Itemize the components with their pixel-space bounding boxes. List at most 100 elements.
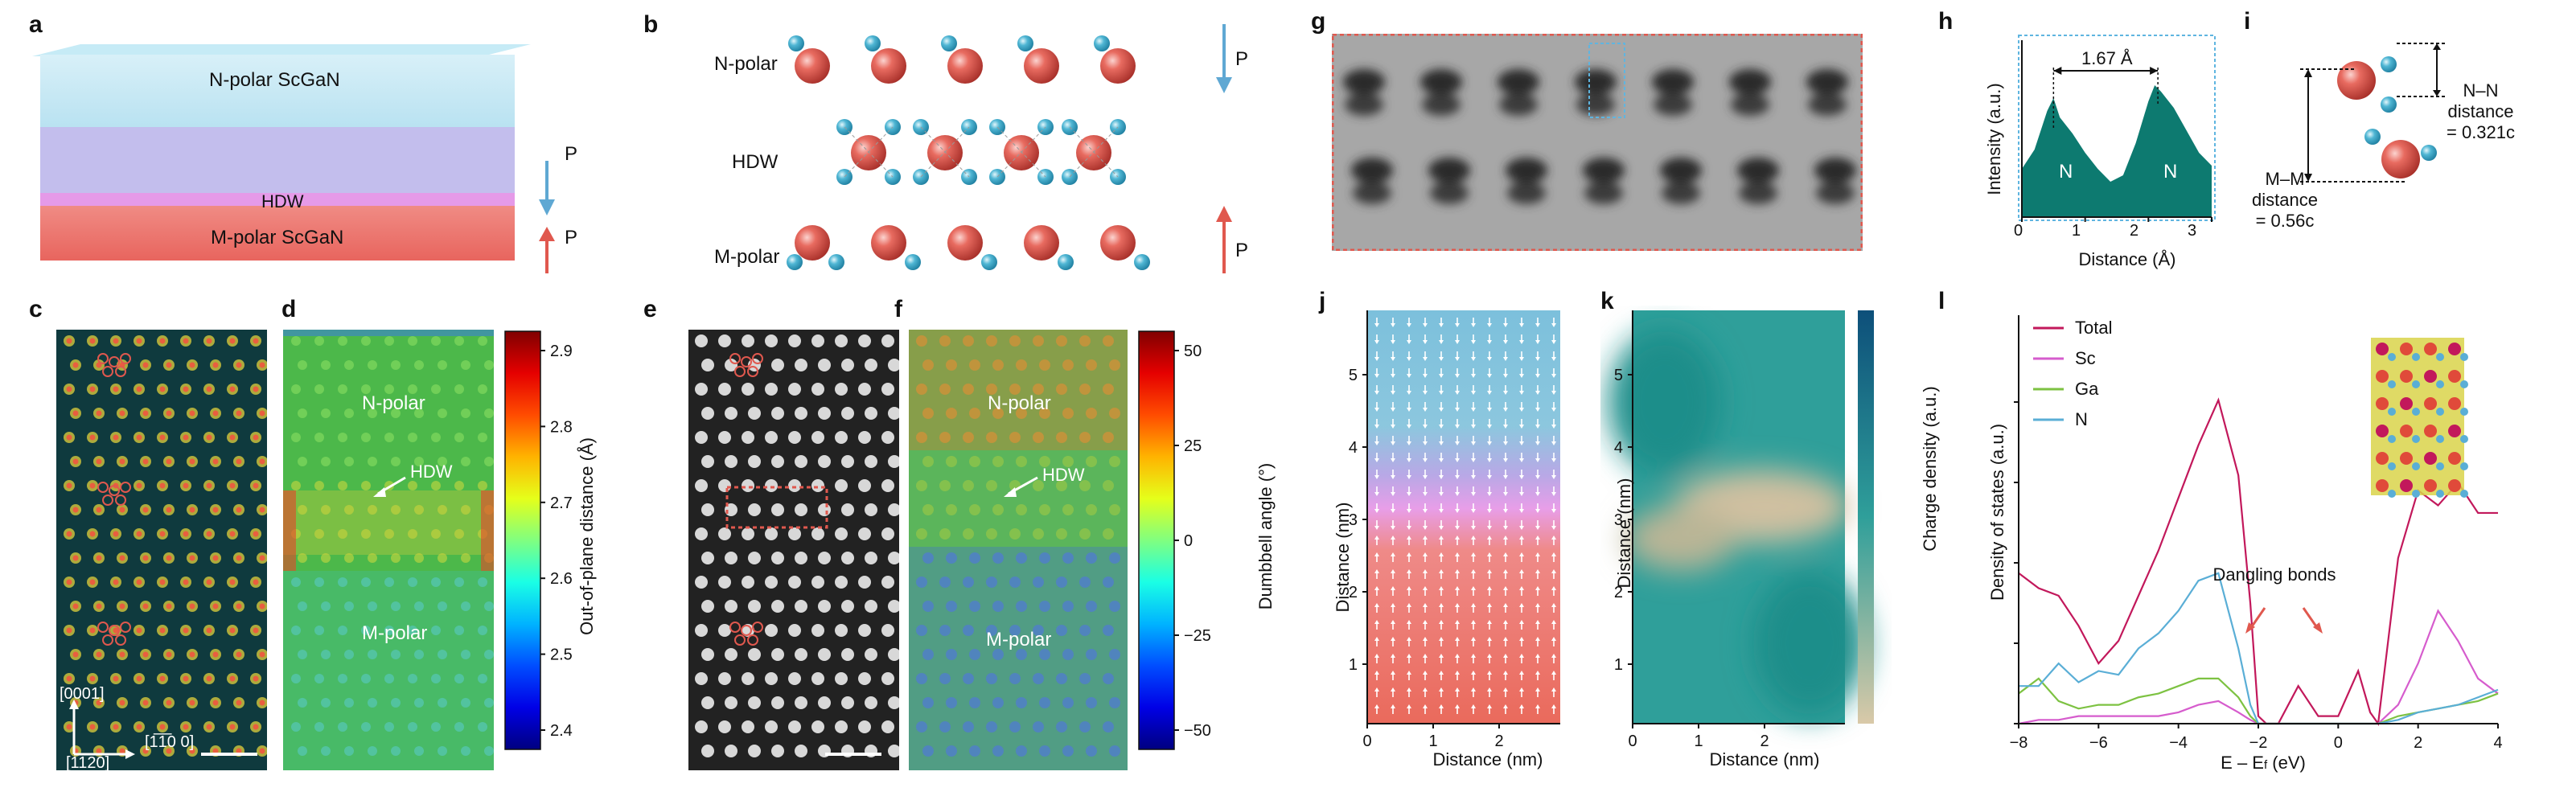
- atom-column: [986, 480, 997, 491]
- arrowhead: [1503, 569, 1508, 573]
- arrowhead: [1503, 552, 1508, 556]
- arrowhead: [1471, 654, 1476, 658]
- arrowhead: [1471, 492, 1476, 496]
- j-xtick-label: 2: [1494, 732, 1503, 750]
- atom-core: [66, 482, 72, 489]
- j-ylabel: Distance (nm): [1333, 502, 1353, 613]
- atom-column: [986, 384, 997, 395]
- atom-column: [1033, 577, 1044, 588]
- arrowhead: [1535, 671, 1540, 675]
- n-atom-icon: [905, 254, 921, 270]
- atom-column: [765, 479, 778, 492]
- arrowhead: [1471, 552, 1476, 556]
- atom-column: [1103, 577, 1114, 588]
- arrowhead: [1423, 357, 1428, 361]
- atom-column: [314, 674, 324, 683]
- atom-column: [865, 359, 877, 371]
- atom-core: [119, 700, 125, 706]
- atom-column: [368, 457, 377, 466]
- l-annotation-dangling: Dangling bonds: [2212, 564, 2336, 585]
- atom-column: [1731, 93, 1769, 116]
- arrowhead: [1487, 458, 1492, 462]
- atom-column: [1016, 359, 1027, 371]
- arrowhead: [1487, 425, 1492, 429]
- arrowhead: [1535, 704, 1540, 708]
- axis-label-1120: [112̅0]: [66, 754, 110, 772]
- axis-label-0001: [0001]: [60, 685, 105, 703]
- highlight-ring: [747, 366, 758, 377]
- atom-column: [431, 626, 441, 635]
- panel-label-h: h: [1938, 8, 1954, 35]
- atom-column: [811, 624, 824, 637]
- panel-label-j: j: [1319, 288, 1326, 314]
- atom-column: [338, 384, 347, 394]
- arrowhead: [1551, 620, 1556, 624]
- atom-core: [206, 531, 212, 537]
- atom-core: [142, 700, 149, 706]
- atom-column: [1033, 384, 1044, 395]
- inset-atom: [2436, 490, 2444, 498]
- atom-column: [725, 600, 737, 613]
- atom-column: [1016, 504, 1027, 515]
- arrowhead: [1439, 526, 1444, 530]
- atom-core: [113, 386, 119, 392]
- arrowhead: [1535, 340, 1540, 344]
- atom-column: [408, 433, 417, 442]
- atom-column: [946, 745, 957, 757]
- panel-label-e: e: [643, 296, 657, 322]
- arrowhead: [1503, 475, 1508, 479]
- k-ytick-label: 4: [1614, 439, 1623, 457]
- arrowhead: [1471, 340, 1476, 344]
- l-xtick-label: −2: [2249, 734, 2268, 752]
- atom-core: [72, 458, 79, 465]
- atom-core: [189, 458, 195, 465]
- inset-atom: [2388, 408, 2396, 416]
- atom-column: [1351, 158, 1393, 183]
- atom-core: [206, 724, 212, 730]
- atom-column: [701, 455, 714, 468]
- atom-core: [259, 748, 265, 754]
- atom-column: [461, 408, 470, 418]
- colorbar-d-tick-label: 2.8: [550, 418, 573, 436]
- atom-core: [96, 748, 102, 754]
- atom-column: [818, 359, 831, 371]
- k-ytick-label: 5: [1614, 367, 1623, 384]
- atom-core: [236, 410, 242, 417]
- atom-core: [229, 531, 236, 537]
- atom-column: [408, 384, 417, 394]
- inset-atom: [2424, 343, 2437, 355]
- arrowhead: [1439, 475, 1444, 479]
- k-ylabel: Distance (nm): [1614, 478, 1634, 589]
- arrowhead: [1374, 526, 1379, 530]
- atom-column: [858, 479, 871, 492]
- atom-core: [189, 507, 195, 513]
- atom-column: [888, 407, 901, 420]
- n-atom-icon: [2381, 96, 2397, 113]
- arrowhead: [1216, 77, 1232, 93]
- arrowhead: [1374, 654, 1379, 658]
- arrowhead: [1535, 458, 1540, 462]
- atom-core: [159, 531, 166, 537]
- atom-core: [72, 410, 79, 417]
- atom-core: [259, 651, 265, 658]
- arrowhead: [1439, 552, 1444, 556]
- atom-column: [361, 674, 371, 683]
- atom-column: [1086, 745, 1097, 757]
- atom-column: [963, 528, 974, 540]
- atom-column: [1654, 93, 1692, 116]
- atom-column: [881, 720, 894, 733]
- atom-column: [795, 407, 807, 420]
- arrowhead: [1503, 704, 1508, 708]
- j-xlabel: Distance (nm): [1432, 749, 1543, 769]
- atom-column: [484, 650, 494, 659]
- atom-column: [771, 648, 784, 661]
- atom-column: [454, 336, 464, 346]
- atom-column: [765, 720, 778, 733]
- k-xlabel: Distance (nm): [1709, 749, 1820, 769]
- atom-column: [795, 503, 807, 516]
- inset-atom: [2376, 425, 2389, 437]
- n-atom-icon: [828, 254, 844, 270]
- atom-column: [695, 720, 708, 733]
- arrowhead: [1407, 586, 1411, 590]
- atom-column: [916, 721, 927, 732]
